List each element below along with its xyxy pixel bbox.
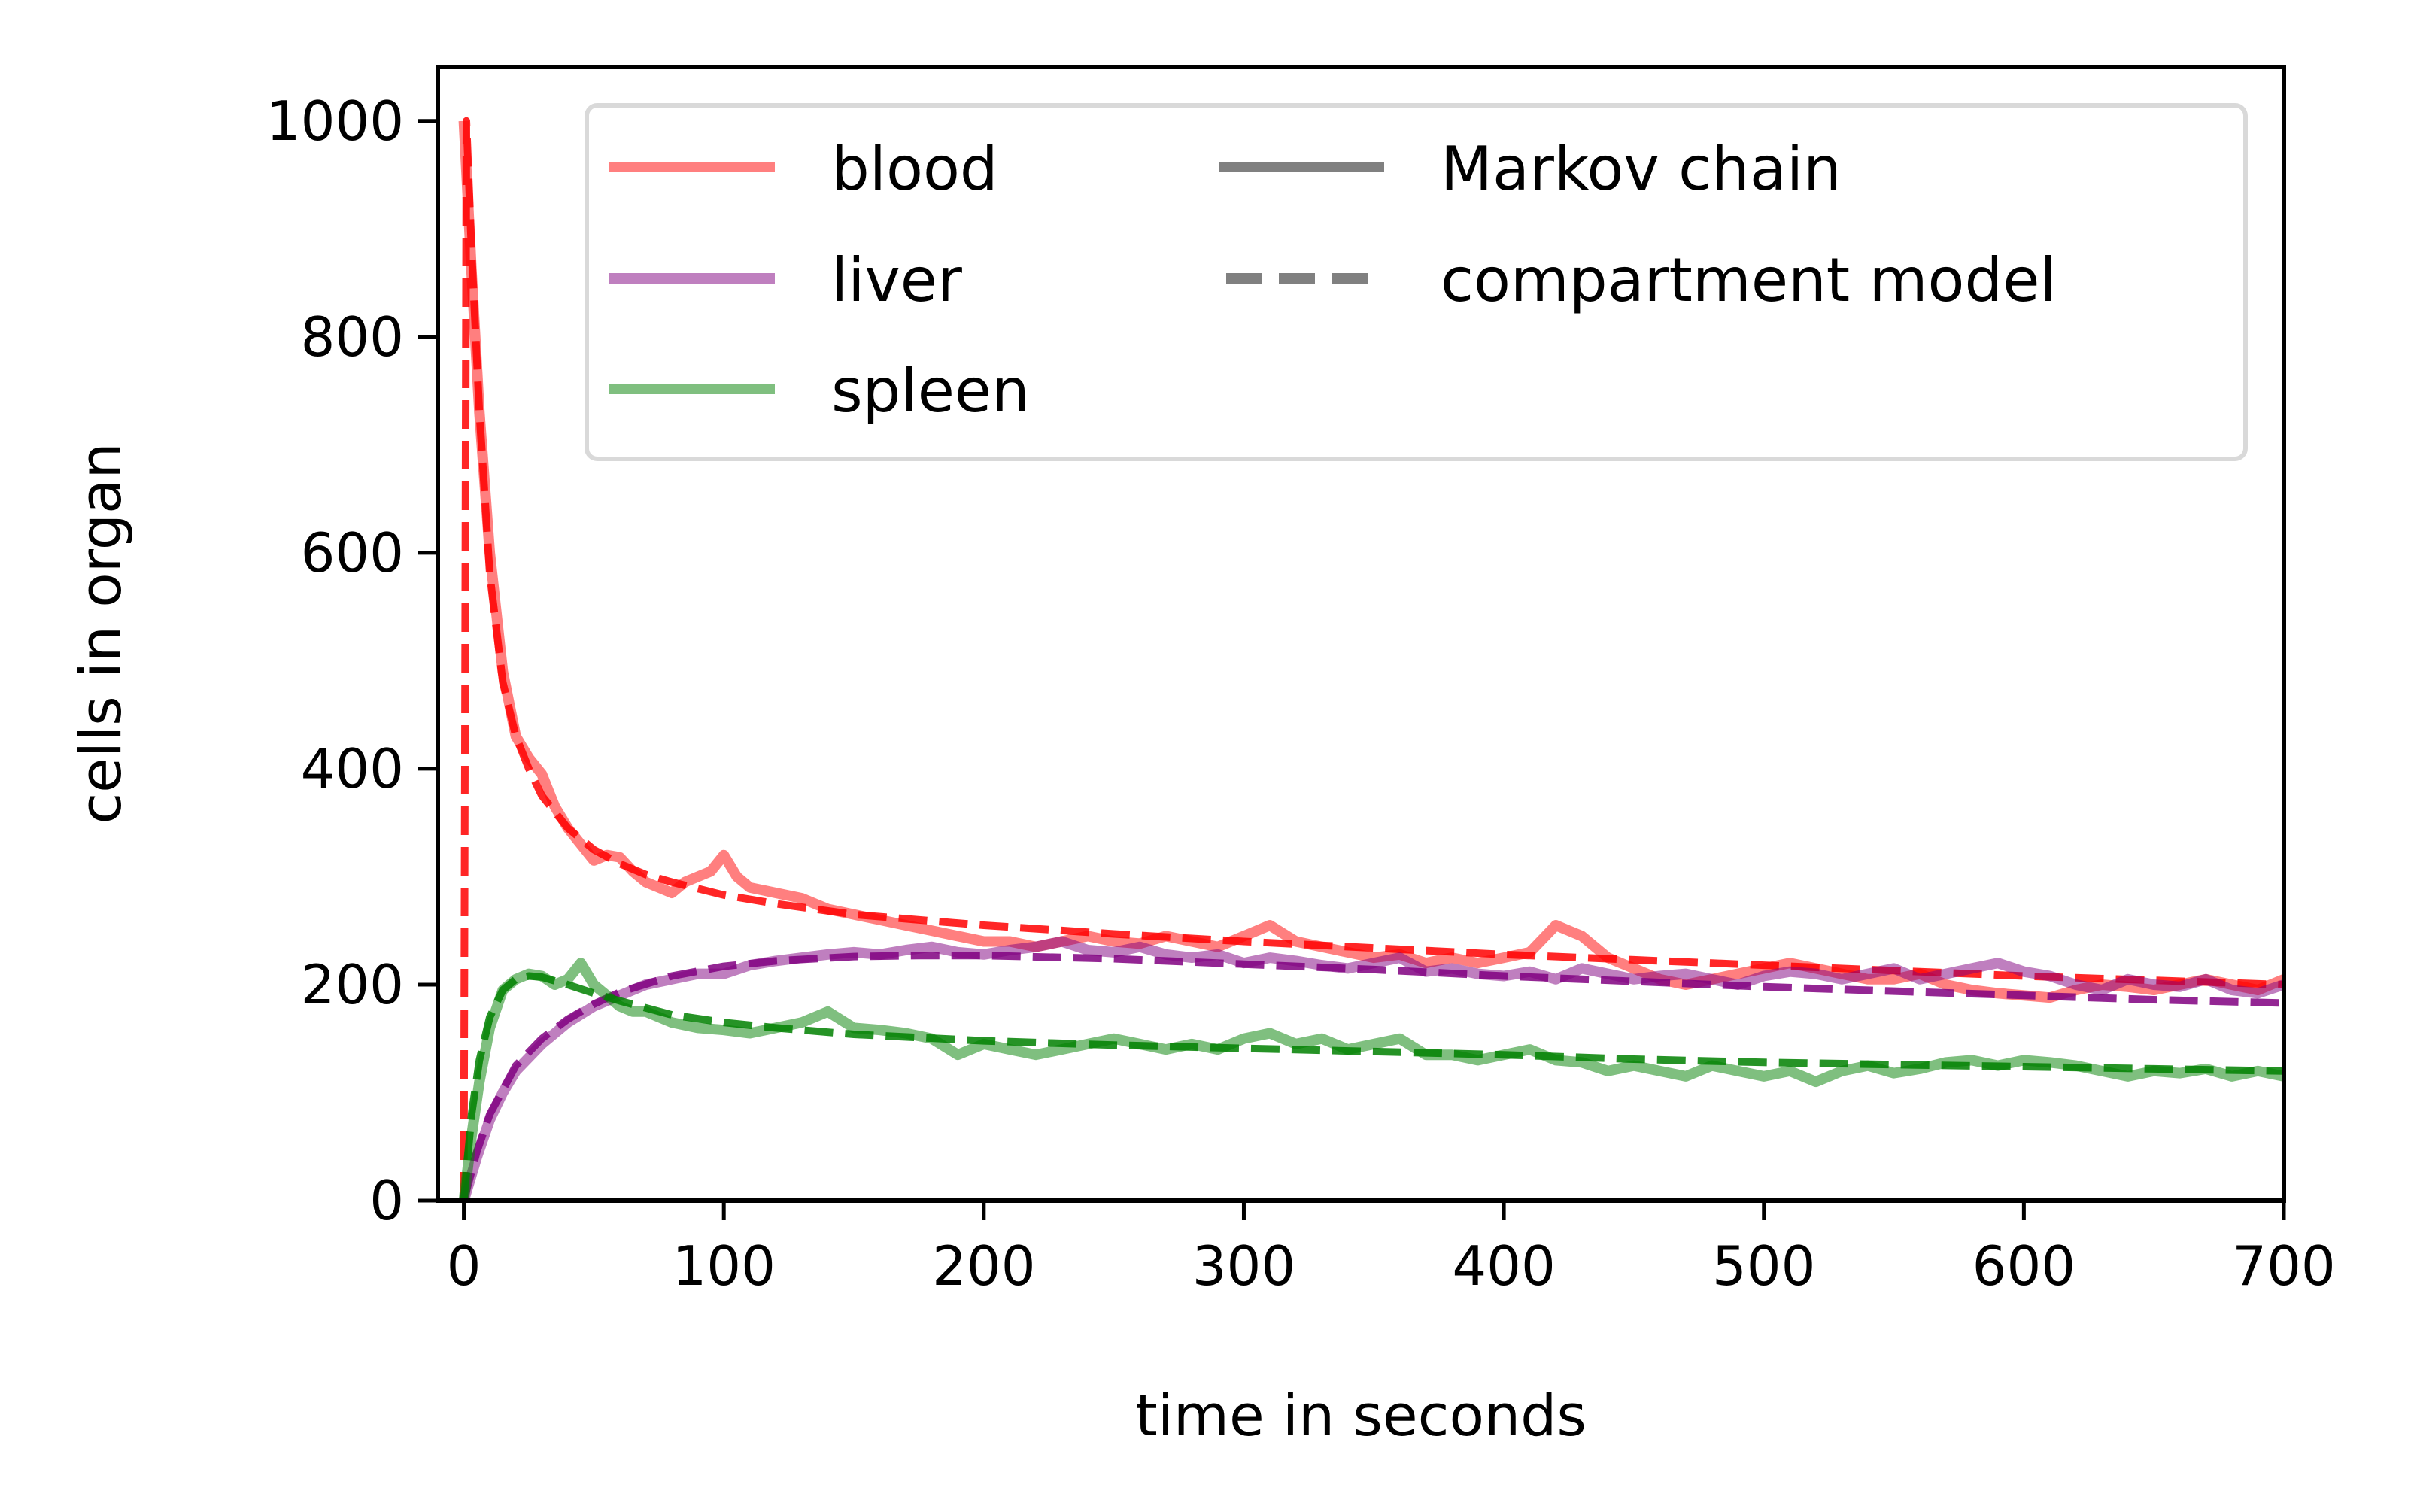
x-tick-label-500: 500 xyxy=(1712,1234,1815,1298)
legend-label-compartment: compartment model xyxy=(1441,245,2057,315)
series-liver-compartment-model-line xyxy=(460,952,2285,1202)
legend-label-spleen: spleen xyxy=(831,356,1030,426)
x-tick-label-700: 700 xyxy=(2232,1234,2335,1298)
series-spleen-compartment-model-line xyxy=(460,972,2285,1201)
y-tick-label-800: 800 xyxy=(301,305,404,369)
y-axis-label: cells in organ xyxy=(67,442,134,824)
tick-layer: 0 100 200 300 400 500 600 700 0 200 400 600 800 1000 xyxy=(266,90,2336,1298)
x-tick-label-400: 400 xyxy=(1452,1234,1555,1298)
x-tick-label-100: 100 xyxy=(672,1234,775,1298)
series-blood-compartment-model-line xyxy=(460,117,2285,1201)
legend: blood liver spleen Markov chain compartm… xyxy=(585,103,2248,461)
y-tick-label-0: 0 xyxy=(369,1169,404,1232)
series-liver-markov-chain-line xyxy=(458,936,2286,1203)
y-tick-label-1000: 1000 xyxy=(266,90,404,153)
legend-label-liver: liver xyxy=(831,245,962,315)
y-tick-label-600: 600 xyxy=(301,521,404,584)
legend-label-blood: blood xyxy=(831,134,998,204)
x-tick-label-200: 200 xyxy=(932,1234,1035,1298)
plot-frame xyxy=(436,65,2286,1203)
y-tick-label-200: 200 xyxy=(301,953,404,1016)
y-tick-label-400: 400 xyxy=(301,737,404,800)
series-layer xyxy=(458,117,2286,1203)
x-tick-label-600: 600 xyxy=(1972,1234,2075,1298)
x-tick-label-300: 300 xyxy=(1192,1234,1295,1298)
x-axis-label: time in seconds xyxy=(1135,1382,1587,1449)
x-tick-label-0: 0 xyxy=(447,1234,481,1298)
legend-label-markov: Markov chain xyxy=(1441,134,1842,204)
legend-box xyxy=(585,103,2248,461)
